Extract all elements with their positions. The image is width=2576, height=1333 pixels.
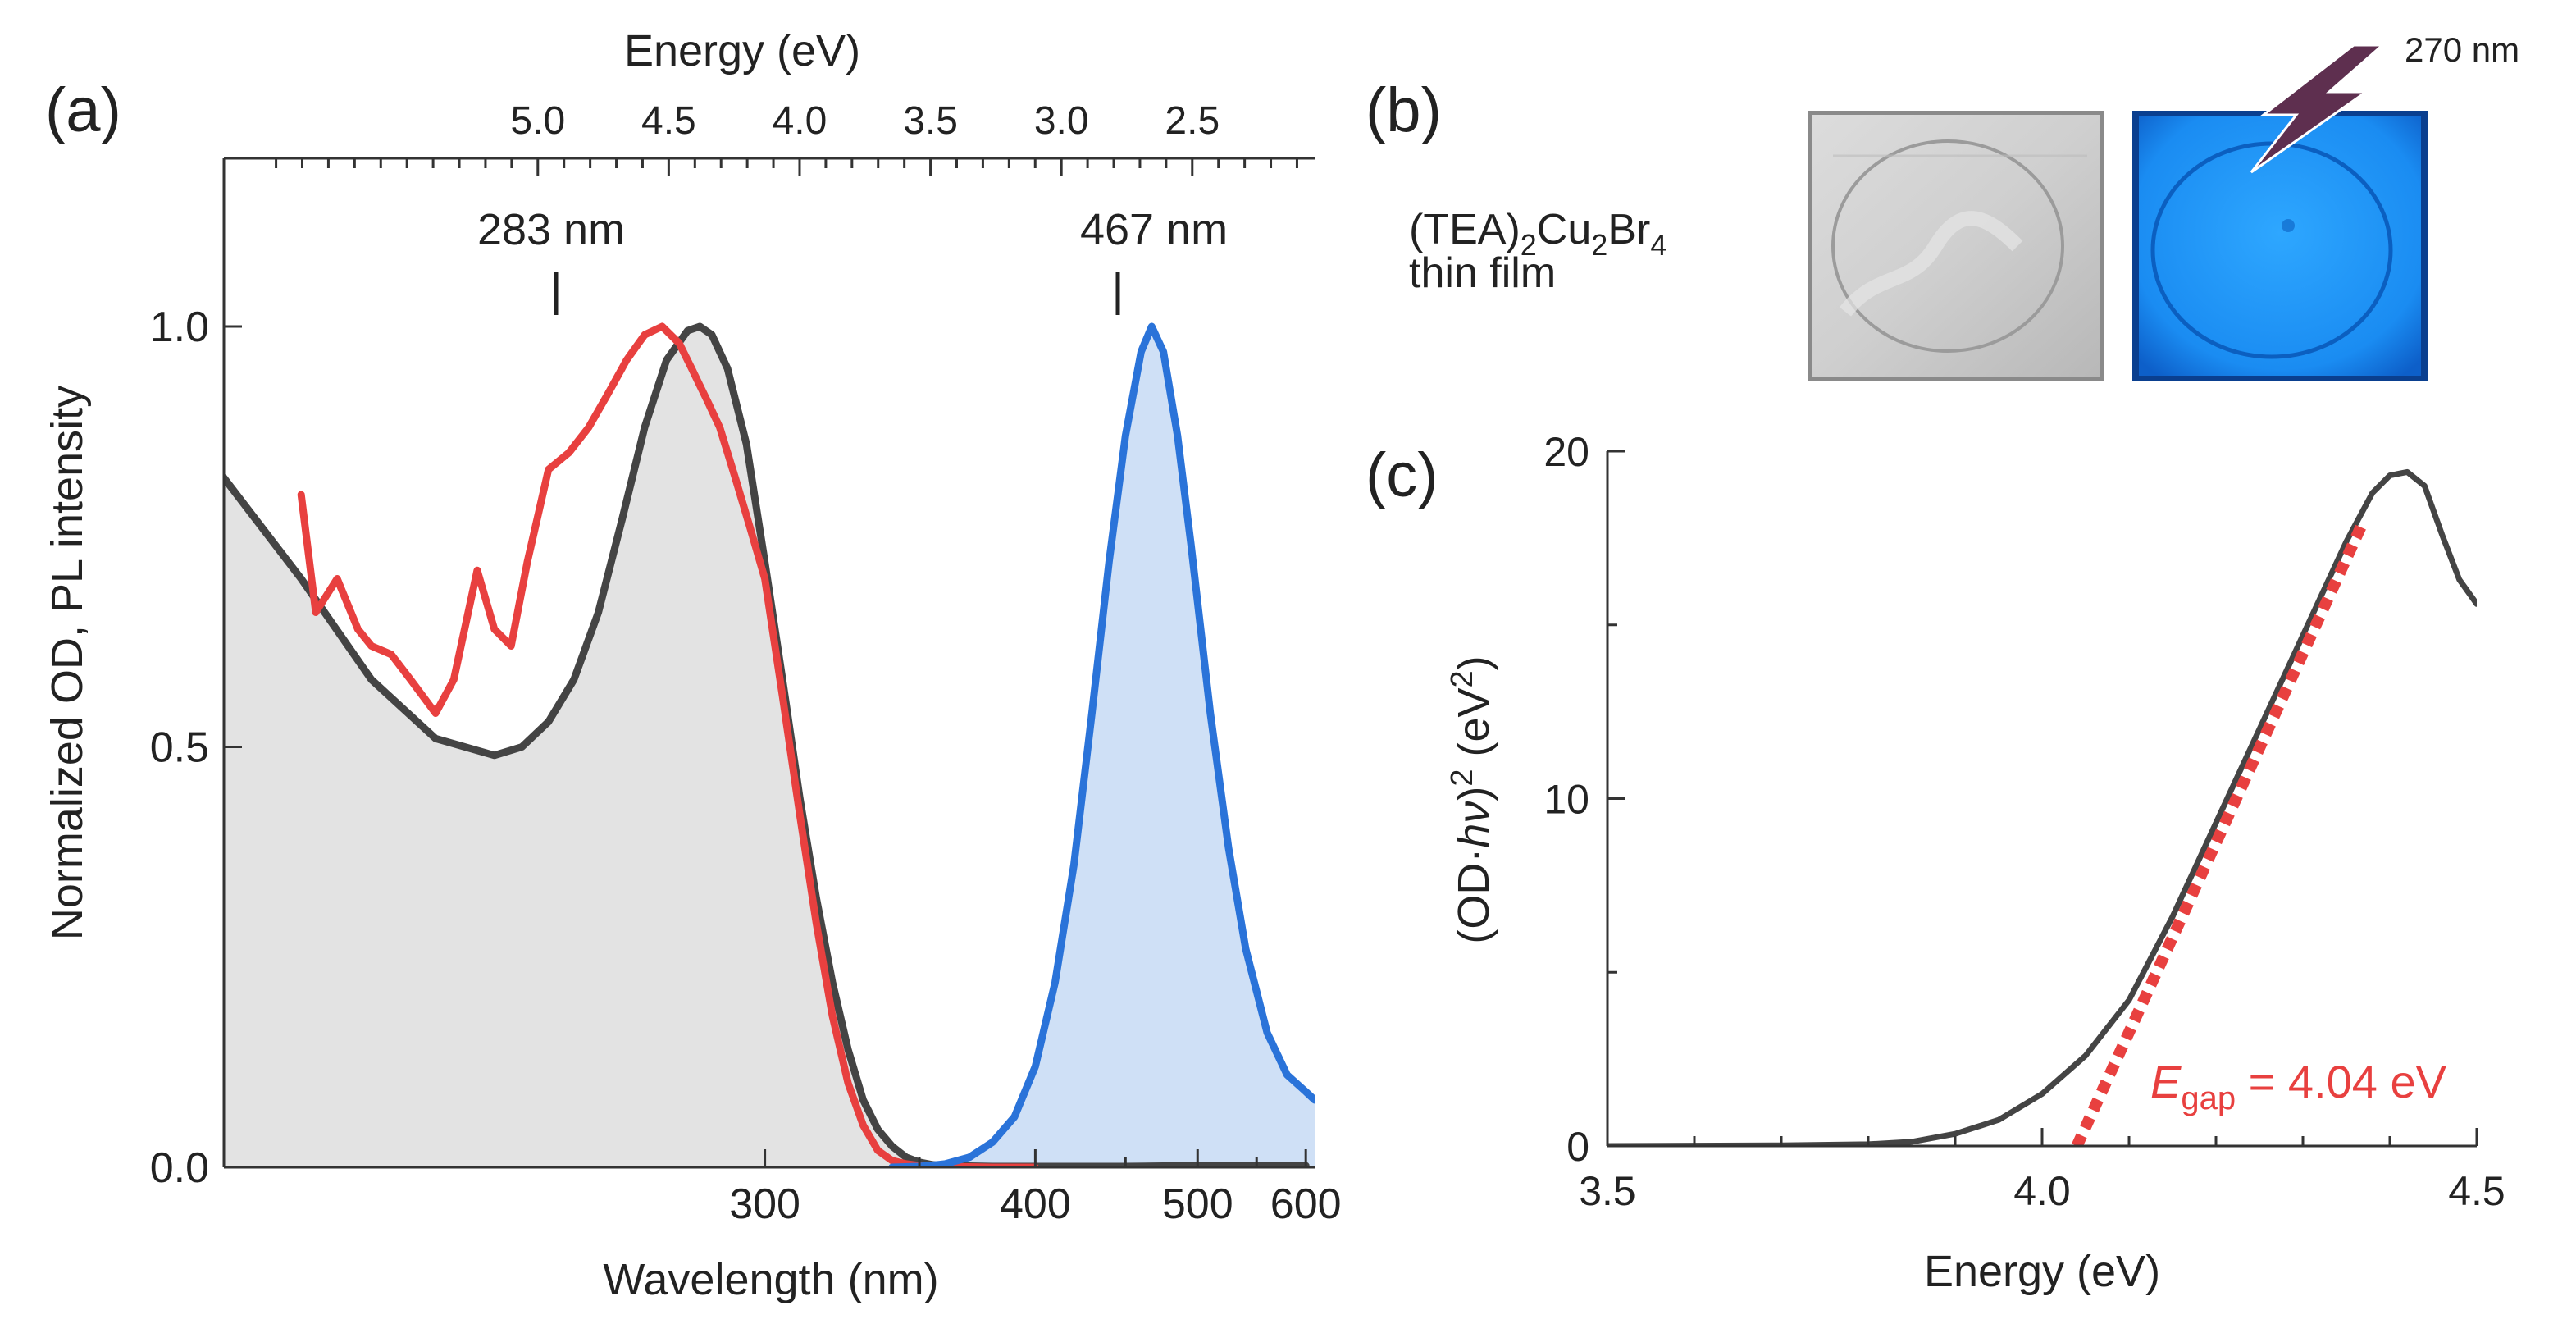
y-tick-label: 0.5: [150, 724, 209, 772]
sample-label-line2: thin film: [1409, 249, 1556, 297]
panel-b-photos: (b) (TEA)2Cu2Br4 thin film 270 nm: [1366, 30, 2519, 381]
panel-c-label: (c): [1366, 441, 1438, 510]
panel-c-ylabel: (OD·hν)2 (eV2): [1445, 655, 1498, 943]
panel-c-series-lines: [1607, 468, 2477, 1146]
y-tick-label: 10: [1543, 777, 1589, 823]
annotation-283nm: 283 nm: [477, 205, 625, 254]
panel-a-fill-areas: [224, 326, 1315, 1167]
y-tick-label: 1.0: [150, 304, 209, 351]
y-tick-label: 0: [1566, 1124, 1589, 1170]
excitation-label: 270 nm: [2405, 30, 2519, 69]
x-tick-label: 300: [729, 1180, 800, 1228]
top-tick-label: 4.0: [773, 99, 828, 143]
series-line-tauc: [1607, 468, 2477, 1146]
egap-annotation: Egap = 4.04 eV: [2150, 1056, 2447, 1116]
uv-lightning-icon: [2250, 43, 2386, 174]
top-tick-label: 3.0: [1034, 99, 1089, 143]
panel-c-chart: (c) 3.5 4.0 4.5 0 10 20 Energy (eV) (OD·hν)2 …: [1366, 429, 2505, 1296]
series-line-pl: [888, 322, 1315, 1167]
sample-label: (TEA)2Cu2Br4: [1409, 206, 1666, 262]
annotation-467nm: 467 nm: [1080, 205, 1228, 254]
panel-b-label: (b): [1366, 75, 1442, 145]
top-tick-label: 5.0: [510, 99, 565, 143]
panel-a-ticks: 300 400 500 600 0.0 0.5 1.0 5.0 4.5 4.0 3.5 3.0 2.5: [150, 99, 1342, 1228]
panel-a-series-lines: [224, 322, 1315, 1167]
panel-a-top-xlabel: Energy (eV): [624, 26, 860, 75]
thin-film-photo-uv: [2132, 111, 2428, 381]
panel-a-xlabel: Wavelength (nm): [603, 1255, 938, 1304]
series-fill-od: [224, 326, 1306, 1167]
top-tick-label: 2.5: [1165, 99, 1220, 143]
top-tick-label: 4.5: [641, 99, 696, 143]
x-tick-label: 4.0: [2013, 1168, 2071, 1214]
y-tick-label: 0.0: [150, 1144, 209, 1192]
x-tick-label: 500: [1162, 1180, 1233, 1228]
y-tick-label: 20: [1543, 429, 1589, 475]
panel-a-chart: (a) 300 400 500 600 0.0 0.5 1.0 5.0 4.5 4.0 3.5 3.0…: [43, 26, 1342, 1304]
series-line-linear-fit: [2072, 518, 2369, 1146]
x-tick-label: 3.5: [1579, 1168, 1636, 1214]
x-tick-label: 400: [1000, 1180, 1071, 1228]
series-line-ple: [297, 322, 1039, 1167]
x-tick-label: 600: [1270, 1180, 1342, 1228]
x-tick-label: 4.5: [2448, 1168, 2505, 1214]
panel-a-label: (a): [45, 75, 121, 145]
top-tick-label: 3.5: [903, 99, 958, 143]
thin-film-photo-ambient: [1808, 111, 2104, 381]
panel-a-ylabel: Normalized OD, PL intensity: [43, 386, 92, 940]
panel-c-ticks: 3.5 4.0 4.5 0 10 20: [1543, 429, 2505, 1214]
series-fill-pl: [891, 326, 1315, 1167]
panel-c-xlabel: Energy (eV): [1924, 1247, 2160, 1296]
